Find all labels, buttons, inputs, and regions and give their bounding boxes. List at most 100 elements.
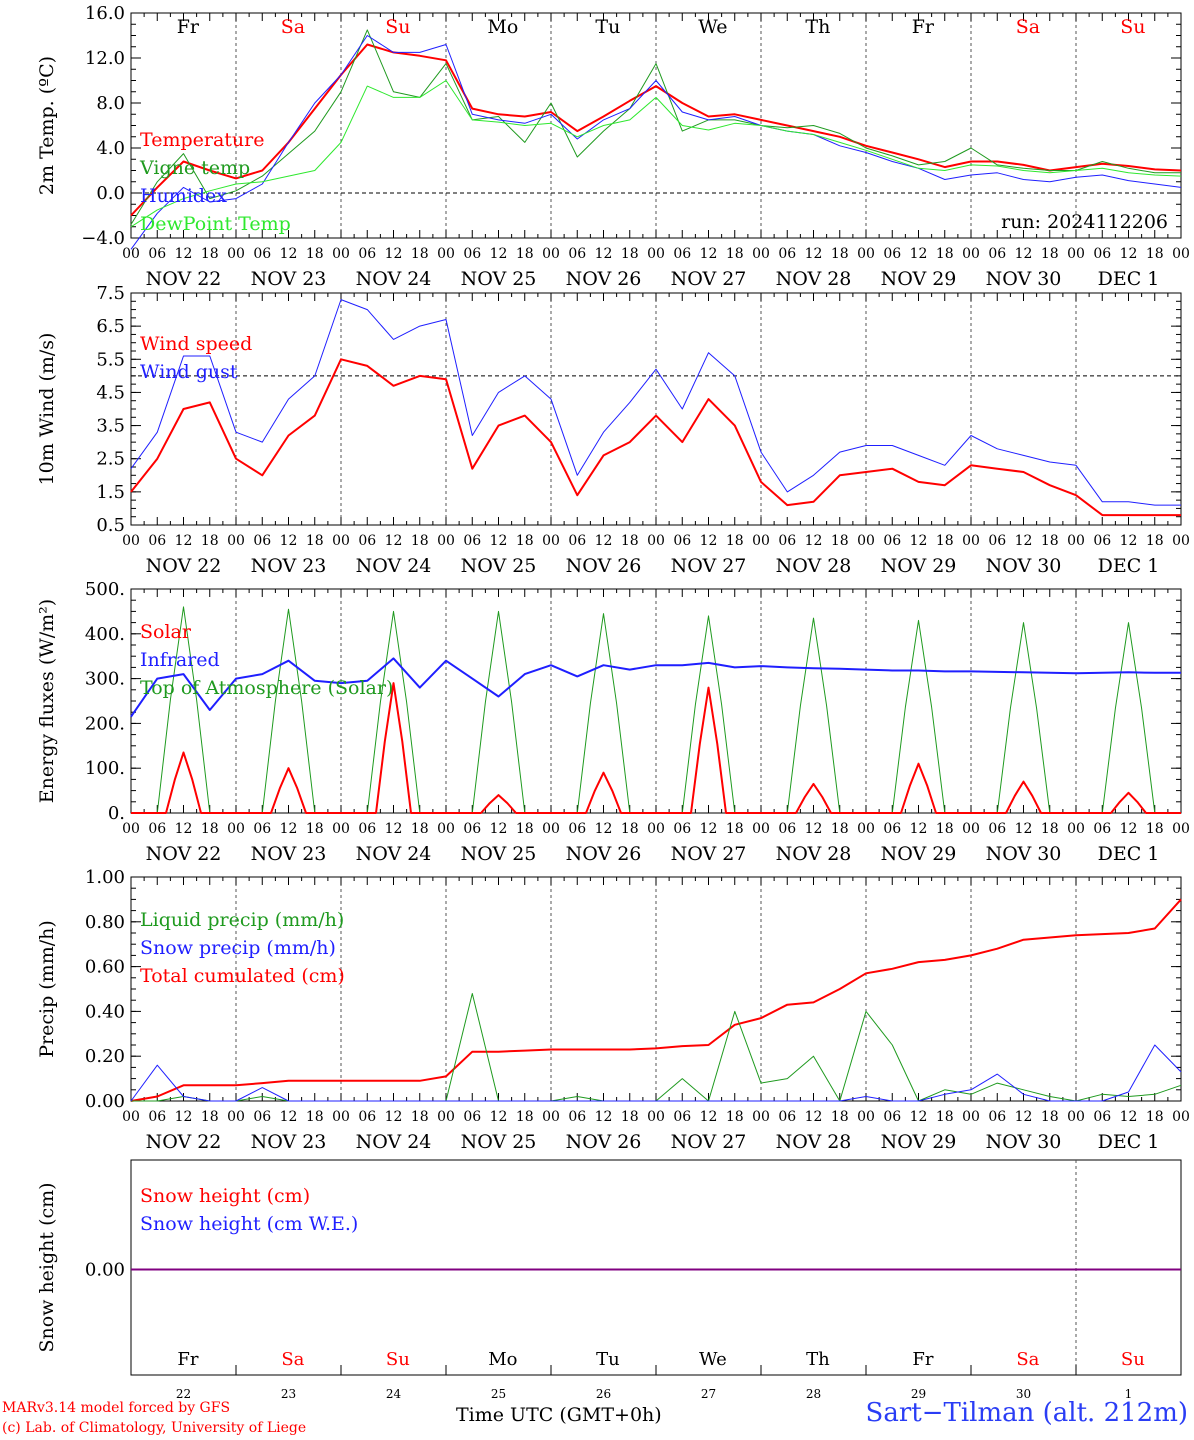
hour-tick-label: 00 <box>122 246 140 262</box>
hour-tick-label: 12 <box>280 246 298 262</box>
hour-tick-label: 00 <box>332 246 350 262</box>
hour-tick-label: 06 <box>1093 533 1111 549</box>
hour-tick-label: 00 <box>227 821 245 837</box>
date-label: NOV 28 <box>776 268 852 290</box>
hour-tick-label: 00 <box>1067 821 1085 837</box>
hour-tick-label: 06 <box>568 246 586 262</box>
y-tick-label: 0.00 <box>85 1260 125 1281</box>
hour-tick-label: 06 <box>253 1109 271 1125</box>
y-tick-label: 8.0 <box>96 93 125 114</box>
hour-tick-label: 00 <box>857 821 875 837</box>
hour-tick-label: 12 <box>280 533 298 549</box>
hour-tick-label: 00 <box>542 533 560 549</box>
hour-tick-label: 12 <box>1015 821 1033 837</box>
hour-tick-label: 00 <box>542 821 560 837</box>
hour-tick-label: 18 <box>1146 246 1164 262</box>
hour-tick-label: 18 <box>1041 246 1059 262</box>
date-label: DEC 1 <box>1098 1131 1160 1153</box>
hour-tick-label: 18 <box>936 1109 954 1125</box>
hour-tick-label: 00 <box>437 246 455 262</box>
y-tick-label: 3.5 <box>96 416 125 437</box>
time-axis-label: Time UTC (GMT+0h) <box>456 1404 662 1426</box>
hour-tick-label: 06 <box>988 246 1006 262</box>
hour-tick-label: 06 <box>778 821 796 837</box>
day-number-label: 29 <box>911 1387 926 1401</box>
hour-tick-label: 18 <box>201 821 219 837</box>
date-label: NOV 25 <box>461 1131 537 1153</box>
hour-tick-label: 18 <box>936 821 954 837</box>
hour-tick-label: 18 <box>306 821 324 837</box>
date-label: NOV 27 <box>671 1131 747 1153</box>
hour-tick-label: 00 <box>1172 533 1190 549</box>
hour-tick-label: 06 <box>673 246 691 262</box>
hour-tick-label: 00 <box>647 821 665 837</box>
hour-tick-label: 06 <box>463 533 481 549</box>
y-tick-label: 500. <box>85 579 125 600</box>
hour-tick-label: 12 <box>385 246 403 262</box>
hour-tick-label: 18 <box>726 1109 744 1125</box>
y-tick-label: 4.0 <box>96 138 125 159</box>
hour-tick-label: 06 <box>253 246 271 262</box>
day-number-label: 24 <box>386 1387 402 1401</box>
hour-tick-label: 12 <box>700 1109 718 1125</box>
weekday-label: Su <box>386 1349 410 1370</box>
legend-entry: Humidex <box>140 185 227 207</box>
hour-tick-label: 00 <box>962 1109 980 1125</box>
model-credit: MARv3.14 model forced by GFS <box>2 1400 231 1416</box>
date-label: NOV 28 <box>776 843 852 865</box>
hour-tick-label: 12 <box>1120 1109 1138 1125</box>
y-tick-label: 6.5 <box>96 316 125 337</box>
weekday-label: Fr <box>912 16 935 38</box>
hour-tick-label: 12 <box>175 821 193 837</box>
y-tick-label: 0.40 <box>85 1001 125 1022</box>
hour-tick-label: 12 <box>490 1109 508 1125</box>
hour-tick-label: 18 <box>411 533 429 549</box>
hour-tick-label: 00 <box>1067 246 1085 262</box>
hour-tick-label: 18 <box>621 533 639 549</box>
hour-tick-label: 00 <box>437 533 455 549</box>
y-tick-label: 0.5 <box>96 515 125 536</box>
hour-tick-label: 12 <box>805 533 823 549</box>
hour-tick-label: 18 <box>516 1109 534 1125</box>
hour-tick-label: 06 <box>988 821 1006 837</box>
hour-tick-label: 18 <box>1146 1109 1164 1125</box>
legend-entry: Snow height (cm) <box>140 1185 310 1207</box>
date-label: NOV 22 <box>146 1131 222 1153</box>
hour-tick-label: 00 <box>227 533 245 549</box>
hour-tick-label: 12 <box>490 246 508 262</box>
hour-tick-label: 06 <box>1093 246 1111 262</box>
date-label: NOV 30 <box>986 843 1062 865</box>
hour-tick-label: 00 <box>332 821 350 837</box>
y-tick-label: 16.0 <box>85 3 125 24</box>
legend-entry: Wind speed <box>140 333 252 355</box>
hour-tick-label: 00 <box>542 246 560 262</box>
hour-tick-label: 00 <box>857 533 875 549</box>
hour-tick-label: 00 <box>332 1109 350 1125</box>
weekday-label: Tu <box>595 16 620 38</box>
y-axis-label: Energy fluxes (W/m²) <box>36 599 58 803</box>
station-label: Sart−Tilman (alt. 212m) <box>865 1398 1188 1428</box>
y-tick-label: 7.5 <box>96 283 125 304</box>
hour-tick-label: 12 <box>1015 533 1033 549</box>
hour-tick-label: 06 <box>463 1109 481 1125</box>
hour-tick-label: 18 <box>1146 821 1164 837</box>
hour-tick-label: 12 <box>175 533 193 549</box>
hour-tick-label: 12 <box>910 533 928 549</box>
hour-tick-label: 06 <box>358 533 376 549</box>
hour-tick-label: 00 <box>1172 1109 1190 1125</box>
hour-tick-label: 18 <box>621 246 639 262</box>
y-tick-label: 12.0 <box>85 48 125 69</box>
y-tick-label: 0.00 <box>85 1091 125 1112</box>
hour-tick-label: 00 <box>122 1109 140 1125</box>
date-label: NOV 30 <box>986 268 1062 290</box>
date-label: NOV 24 <box>356 1131 432 1153</box>
hour-tick-label: 12 <box>910 1109 928 1125</box>
hour-tick-label: 12 <box>595 246 613 262</box>
date-label: NOV 23 <box>251 843 327 865</box>
hour-tick-label: 12 <box>385 1109 403 1125</box>
hour-tick-label: 12 <box>700 821 718 837</box>
hour-tick-label: 06 <box>463 246 481 262</box>
hour-tick-label: 00 <box>542 1109 560 1125</box>
legend-entry: Top of Atmosphere (Solar) <box>140 677 393 699</box>
day-number-label: 30 <box>1016 1387 1031 1401</box>
